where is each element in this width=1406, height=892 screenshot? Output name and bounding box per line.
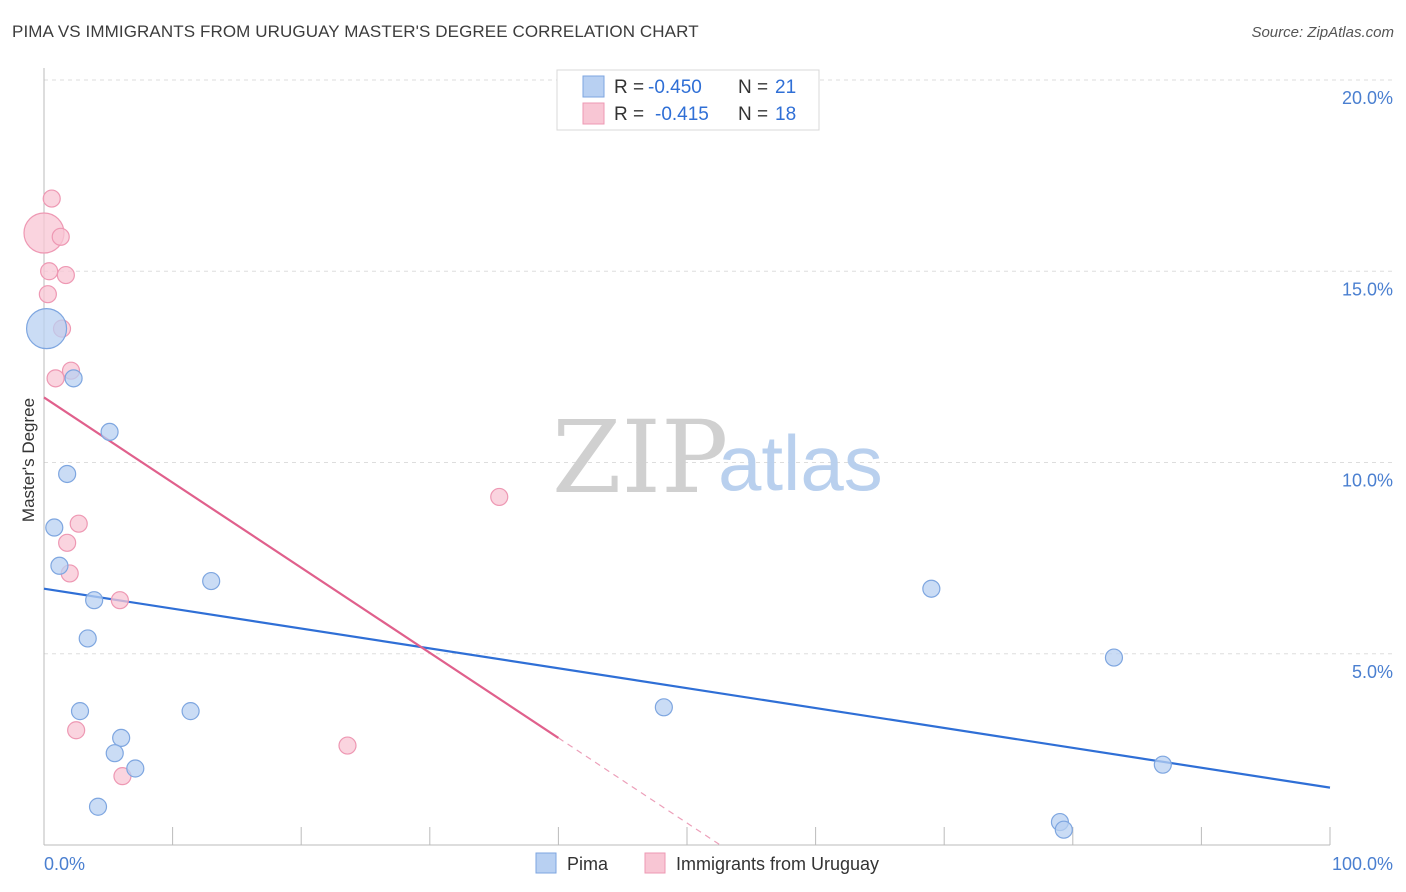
- uruguay-point-15: [338, 736, 357, 755]
- legend-swatch-pima: [582, 75, 605, 98]
- uruguay-point-5: [38, 285, 57, 304]
- pima-point-13: [126, 759, 145, 778]
- bottom-legend-label-pima: Pima: [567, 854, 609, 874]
- watermark: ZIP atlas: [552, 399, 883, 516]
- pima-point-3: [58, 464, 77, 484]
- y-tick-label-0: 5.0%: [1352, 662, 1393, 682]
- pima-point-18: [1153, 755, 1172, 774]
- y-tick-labels: 5.0% 10.0% 15.0% 20.0%: [1342, 88, 1393, 682]
- y-tick-label-1: 10.0%: [1342, 471, 1393, 491]
- watermark-zip: ZIP: [552, 399, 728, 516]
- legend-r-value-pima: -0.450: [648, 77, 702, 98]
- pima-point-5: [50, 556, 69, 575]
- pima-point-2: [100, 422, 119, 441]
- uruguay-point-10: [69, 514, 88, 533]
- pima-point-17: [654, 698, 673, 717]
- bottom-legend-swatch-uruguay: [644, 852, 666, 874]
- legend-r-label-uruguay: R =: [614, 104, 644, 125]
- legend-top: R = -0.450 N = 21 R = -0.415 N = 18: [556, 69, 820, 131]
- trend-line-pima: [43, 587, 1331, 789]
- pima-point-12: [105, 744, 124, 763]
- legend-r-label-pima: R =: [614, 77, 644, 98]
- bottom-legend-label-uruguay: Immigrants from Uruguay: [676, 854, 879, 874]
- pima-point-14: [88, 797, 108, 816]
- x-tick-label-min: 0.0%: [44, 854, 85, 874]
- trend-line-uruguay-extension: [558, 737, 720, 845]
- pima-point-15: [922, 579, 941, 598]
- uruguay-point-8: [46, 369, 65, 388]
- pima-point-10: [181, 702, 200, 721]
- pima-point-9: [70, 702, 90, 721]
- y-tick-label-2: 15.0%: [1342, 279, 1393, 299]
- legend-swatch-uruguay: [582, 102, 605, 125]
- legend-n-label-uruguay: N =: [738, 104, 768, 125]
- uruguay-point-2: [51, 227, 70, 246]
- data-points: [23, 189, 1172, 839]
- pima-point-0: [25, 308, 68, 350]
- uruguay-point-14: [67, 721, 86, 740]
- pima-point-11: [112, 728, 131, 748]
- x-tick-label-max: 100.0%: [1332, 854, 1393, 874]
- legend-n-value-pima: 21: [775, 77, 796, 98]
- pima-point-1: [64, 369, 83, 388]
- legend-bottom: Pima Immigrants from Uruguay: [535, 852, 879, 874]
- trend-line-uruguay: [43, 396, 560, 739]
- pima-point-16: [1104, 648, 1124, 667]
- watermark-atlas: atlas: [718, 419, 883, 507]
- legend-n-value-uruguay: 18: [775, 104, 796, 125]
- trend-lines: [43, 396, 1331, 845]
- legend-n-label-pima: N =: [738, 77, 768, 98]
- legend-r-value-uruguay: -0.415: [655, 104, 709, 125]
- pima-point-8: [78, 629, 97, 648]
- bottom-legend-swatch-pima: [535, 852, 557, 874]
- y-tick-label-3: 20.0%: [1342, 88, 1393, 108]
- uruguay-point-9: [490, 487, 509, 507]
- uruguay-point-11: [58, 533, 77, 552]
- pima-point-20: [1054, 820, 1073, 839]
- pima-point-4: [45, 518, 64, 537]
- uruguay-point-4: [56, 265, 75, 285]
- uruguay-point-3: [40, 262, 59, 281]
- grid-lines: [44, 79, 1395, 655]
- source-label: Source: ZipAtlas.com: [1251, 24, 1394, 41]
- y-axis-label: Master's Degree: [19, 398, 38, 522]
- uruguay-point-13: [110, 591, 129, 610]
- pima-point-7: [85, 591, 104, 610]
- chart-title: PIMA VS IMMIGRANTS FROM URUGUAY MASTER'S…: [12, 22, 699, 41]
- pima-point-6: [202, 571, 221, 591]
- uruguay-point-1: [42, 189, 61, 208]
